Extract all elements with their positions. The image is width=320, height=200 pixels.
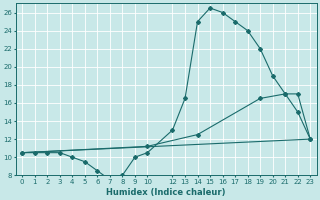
X-axis label: Humidex (Indice chaleur): Humidex (Indice chaleur) [107, 188, 226, 197]
